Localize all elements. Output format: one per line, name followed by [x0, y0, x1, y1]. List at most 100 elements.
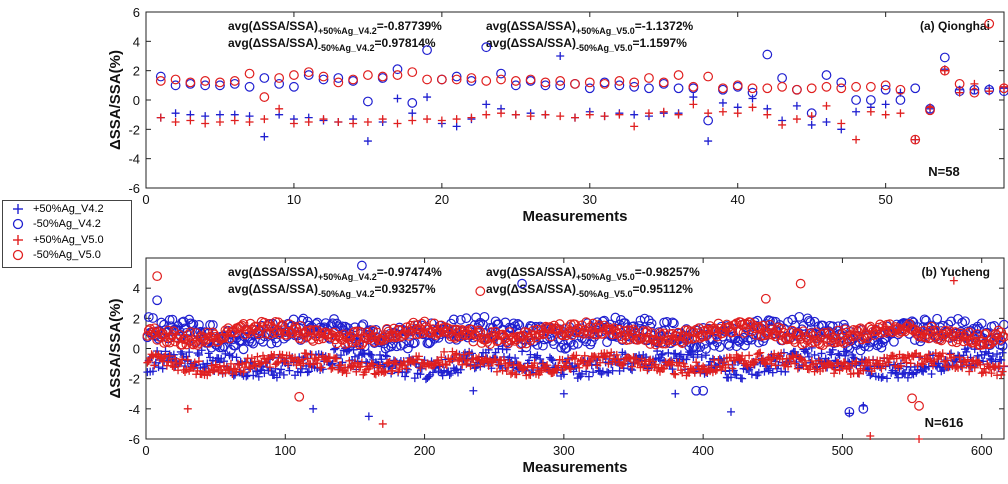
data-point-circle: [333, 73, 344, 83]
data-point-plus: [962, 360, 971, 369]
data-point-plus: [167, 358, 176, 367]
data-point-plus: [303, 368, 312, 377]
data-point-circle: [238, 318, 249, 329]
data-point-circle: [229, 78, 240, 89]
data-point-plus: [945, 350, 954, 359]
data-point-plus: [733, 109, 742, 118]
data-point-plus: [955, 88, 964, 97]
legend-label: -50%Ag_V4.2: [33, 218, 101, 231]
data-point-plus: [738, 374, 747, 383]
data-point-circle: [758, 320, 768, 331]
data-point-plus: [452, 115, 461, 124]
data-point-plus: [482, 110, 491, 119]
data-point-plus: [976, 360, 985, 369]
data-point-plus: [924, 362, 933, 371]
data-point-plus: [423, 115, 432, 124]
legend-label: -50%Ag_V5.0: [33, 249, 101, 262]
data-point-plus: [363, 137, 372, 146]
data-point-plus: [469, 386, 478, 395]
data-point-plus: [607, 348, 616, 357]
data-point-plus: [927, 369, 936, 378]
data-point-circle: [336, 323, 346, 333]
data-point-plus: [671, 370, 680, 379]
data-point-circle: [297, 315, 307, 326]
data-point-plus: [855, 369, 864, 378]
data-point-plus: [866, 371, 875, 380]
data-point-plus: [331, 344, 340, 353]
data-point-plus: [973, 351, 982, 360]
data-point-circle: [392, 70, 403, 80]
data-point-plus: [268, 352, 277, 361]
data-point-plus: [203, 359, 212, 368]
data-point-plus: [559, 363, 568, 372]
data-point-circle: [629, 81, 640, 92]
average-annotation: avg(ΔSSA/SSA)+50%Ag_V5.0=-0.98257%: [486, 265, 700, 282]
data-point-plus: [512, 370, 521, 379]
data-point-circle: [185, 327, 196, 337]
data-point-plus: [681, 362, 690, 371]
data-point-circle: [207, 320, 218, 330]
data-point-circle: [691, 343, 702, 353]
data-point-plus: [764, 366, 773, 375]
data-point-circle: [397, 331, 408, 341]
data-point-circle: [451, 71, 462, 82]
data-point-circle: [865, 95, 876, 105]
data-point-plus: [689, 353, 698, 362]
data-point-plus: [919, 360, 928, 369]
data-point-plus: [924, 350, 933, 359]
data-point-circle: [318, 74, 329, 85]
data-point-plus: [908, 369, 917, 378]
data-point-plus: [194, 357, 203, 366]
data-point-circle: [907, 393, 917, 404]
legend-item-plus-blue: +50%Ag_V4.2: [3, 201, 131, 217]
data-point-plus: [327, 364, 336, 373]
x-tick-label: 400: [692, 443, 714, 458]
data-point-plus: [655, 355, 664, 364]
data-point-plus: [325, 353, 334, 362]
data-point-circle: [170, 74, 181, 85]
data-point-circle: [777, 73, 788, 83]
data-point-circle: [365, 325, 376, 335]
data-point-circle: [482, 336, 493, 347]
data-point-circle: [525, 74, 536, 85]
data-point-plus: [381, 367, 390, 376]
data-point-plus: [842, 347, 851, 356]
data-point-plus: [807, 112, 816, 121]
data-point-plus: [369, 360, 378, 369]
data-point-plus: [963, 355, 972, 364]
data-point-plus: [792, 101, 801, 110]
data-point-plus: [298, 355, 306, 364]
data-point-plus: [190, 358, 199, 367]
data-point-plus: [416, 363, 425, 372]
y-tick-label: -4: [128, 402, 140, 417]
data-point-circle: [819, 327, 830, 338]
data-point-circle: [753, 321, 764, 332]
data-point-plus: [337, 361, 345, 370]
data-point-circle: [852, 326, 863, 337]
data-point-plus: [674, 110, 683, 119]
data-point-circle: [777, 81, 788, 92]
data-point-plus: [499, 355, 508, 364]
data-point-plus: [738, 351, 747, 360]
data-point-plus: [777, 349, 786, 358]
data-point-plus: [275, 369, 284, 378]
data-point-plus: [915, 435, 924, 443]
data-point-circle: [910, 134, 921, 145]
data-point-plus: [342, 369, 351, 378]
data-point-plus: [470, 361, 479, 370]
data-point-plus: [447, 369, 456, 378]
data-point-circle: [369, 336, 380, 347]
data-point-circle: [540, 77, 551, 88]
data-point-plus: [792, 115, 801, 124]
data-point-plus: [494, 360, 503, 369]
data-point-plus: [699, 362, 708, 371]
data-point-plus: [881, 100, 890, 109]
data-point-plus: [767, 359, 776, 368]
data-point-plus: [580, 351, 589, 360]
data-point-circle: [614, 76, 625, 86]
data-point-plus: [884, 358, 893, 367]
average-annotation: avg(ΔSSA/SSA)+50%Ag_V5.0=-1.1372%: [486, 19, 693, 36]
data-point-plus: [285, 366, 294, 375]
data-point-plus: [803, 349, 812, 358]
data-point-plus: [156, 113, 165, 122]
